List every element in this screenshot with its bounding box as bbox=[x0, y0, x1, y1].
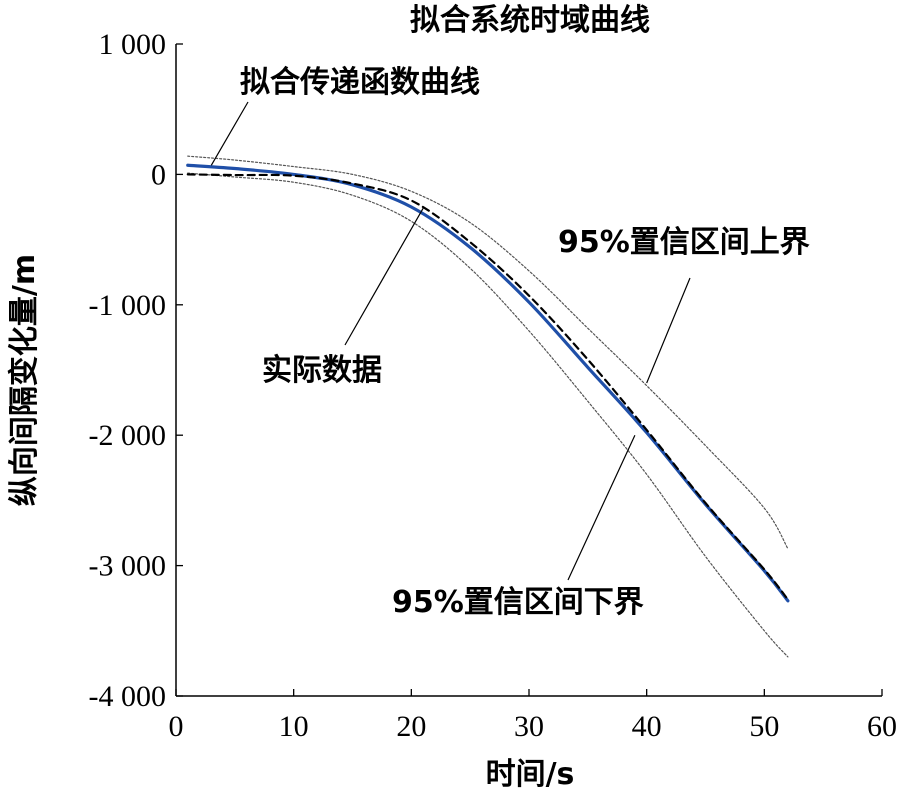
y-tick-label: -1 000 bbox=[89, 289, 167, 322]
y-axis-label: 纵向间隔变化量/m bbox=[7, 254, 42, 506]
y-tick-label: -4 000 bbox=[89, 680, 167, 713]
x-tick-label: 40 bbox=[632, 710, 662, 743]
annotation-lower-bound: 95%置信区间下界 bbox=[392, 585, 644, 620]
x-tick-label: 0 bbox=[169, 710, 184, 743]
x-tick-label: 60 bbox=[867, 710, 897, 743]
x-tick-label: 50 bbox=[749, 710, 779, 743]
chart-title: 拟合系统时域曲线 bbox=[410, 3, 650, 38]
y-tick-label: -2 000 bbox=[89, 419, 167, 452]
y-tick-label: 0 bbox=[151, 158, 166, 191]
annotation-fitted-transfer-leader bbox=[210, 101, 249, 166]
x-tick-label: 10 bbox=[279, 710, 309, 743]
annotation-actual-data-leader bbox=[344, 208, 424, 346]
annotation-actual-data: 实际数据 bbox=[262, 353, 382, 388]
series-upper-bound-line bbox=[187, 155, 789, 550]
x-tick-label: 30 bbox=[514, 710, 544, 743]
x-tick-label: 20 bbox=[396, 710, 426, 743]
x-axis-label: 时间/s bbox=[486, 757, 575, 790]
series-lower-bound-line bbox=[187, 172, 789, 658]
annotation-upper-bound: 95%置信区间上界 bbox=[558, 225, 810, 260]
axes: 0 10 20 30 40 50 60 1 000 0 -1 000 -2 000 -3 000 -4 … bbox=[89, 28, 898, 743]
series-actual-data-line bbox=[186, 173, 789, 601]
annotation-fitted-transfer: 拟合传递函数曲线 bbox=[240, 65, 480, 100]
plot-area bbox=[186, 155, 790, 658]
annotation-upper-bound-leader bbox=[646, 277, 691, 384]
y-tick-label: 1 000 bbox=[99, 28, 167, 61]
annotation-lower-bound-leader bbox=[567, 434, 636, 581]
y-tick-label: -3 000 bbox=[89, 550, 167, 583]
